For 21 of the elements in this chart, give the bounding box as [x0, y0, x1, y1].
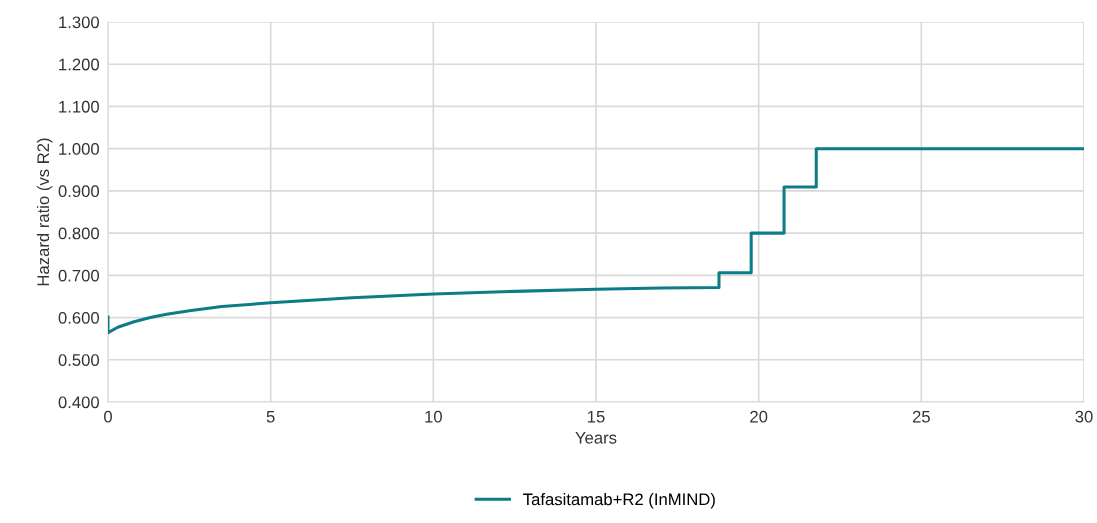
y-tick-label: 0.900 — [58, 185, 100, 198]
x-tick-label: 15 — [588, 410, 605, 423]
y-tick-label: 0.600 — [58, 311, 100, 324]
x-tick-label: 0 — [104, 410, 112, 423]
y-tick-label: 1.200 — [59, 58, 100, 71]
y-tick-label: 0.800 — [58, 227, 100, 240]
x-axis-title: Years — [575, 432, 617, 444]
x-tick-label: 10 — [425, 410, 442, 423]
y-tick-label: 1.000 — [59, 143, 100, 155]
x-tick-label: 30 — [1075, 410, 1093, 423]
x-tick-label: 25 — [912, 410, 930, 423]
x-tick-label: 20 — [750, 410, 768, 423]
y-tick-label: 0.500 — [58, 354, 100, 366]
line-series — [108, 147, 1084, 335]
y-tick-label: 1.300 — [59, 16, 100, 29]
y-tick-label: 0.400 — [58, 396, 100, 409]
y-tick-label: 0.700 — [58, 269, 100, 282]
y-axis-title: Hazard ratio (vs R2) — [36, 138, 53, 286]
y-tick-label: 1.100 — [59, 100, 100, 113]
x-tick-label: 5 — [266, 410, 275, 423]
legend-label: Tafasitamab+R2 (InMIND) — [523, 493, 715, 509]
